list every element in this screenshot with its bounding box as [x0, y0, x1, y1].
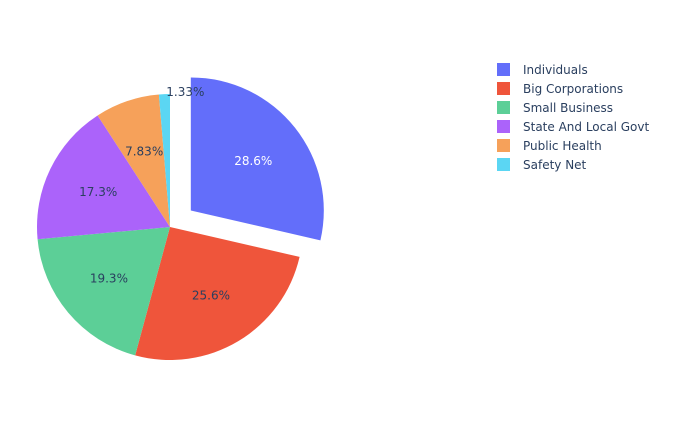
pie-slice-public-health[interactable]: [97, 94, 170, 227]
pie-label-big-corporations: 25.6%: [192, 288, 230, 302]
legend-swatch-state-and-local-govt: [497, 120, 510, 133]
legend-item-individuals[interactable]: Individuals: [497, 63, 588, 77]
pie-label-public-health: 7.83%: [125, 144, 163, 158]
legend-item-public-health[interactable]: Public Health: [497, 139, 602, 153]
legend-swatch-public-health: [497, 139, 510, 152]
legend-label-small-business: Small Business: [523, 101, 613, 115]
pie-label-state-and-local-govt: 17.3%: [79, 185, 117, 199]
pie-slice-state-and-local-govt[interactable]: [37, 115, 170, 240]
legend-label-safety-net: Safety Net: [523, 158, 587, 172]
legend: Individuals Big Corporations Small Busin…: [497, 63, 649, 172]
pie-slice-big-corporations[interactable]: [135, 227, 300, 360]
legend-item-state-and-local-govt[interactable]: State And Local Govt: [497, 120, 649, 134]
pie-label-small-business: 19.3%: [90, 271, 128, 285]
pie-labels: 28.6% 25.6% 19.3% 17.3% 7.83% 1.33%: [79, 85, 272, 302]
pie-slice-small-business[interactable]: [37, 227, 171, 356]
legend-swatch-safety-net: [497, 158, 510, 171]
legend-label-individuals: Individuals: [523, 63, 588, 77]
legend-label-big-corporations: Big Corporations: [523, 82, 623, 96]
pie-slice-safety-net[interactable]: [158, 94, 170, 227]
legend-label-public-health: Public Health: [523, 139, 602, 153]
legend-item-big-corporations[interactable]: Big Corporations: [497, 82, 623, 96]
legend-swatch-big-corporations: [497, 82, 510, 95]
legend-label-state-and-local-govt: State And Local Govt: [523, 120, 649, 134]
legend-item-safety-net[interactable]: Safety Net: [497, 158, 587, 172]
pie-slices: [37, 77, 324, 360]
legend-item-small-business[interactable]: Small Business: [497, 101, 613, 115]
legend-swatch-small-business: [497, 101, 510, 114]
pie-label-individuals: 28.6%: [234, 154, 272, 168]
pie-label-safety-net: 1.33%: [166, 85, 204, 99]
pie-slice-individuals[interactable]: [190, 77, 324, 241]
legend-swatch-individuals: [497, 63, 510, 76]
